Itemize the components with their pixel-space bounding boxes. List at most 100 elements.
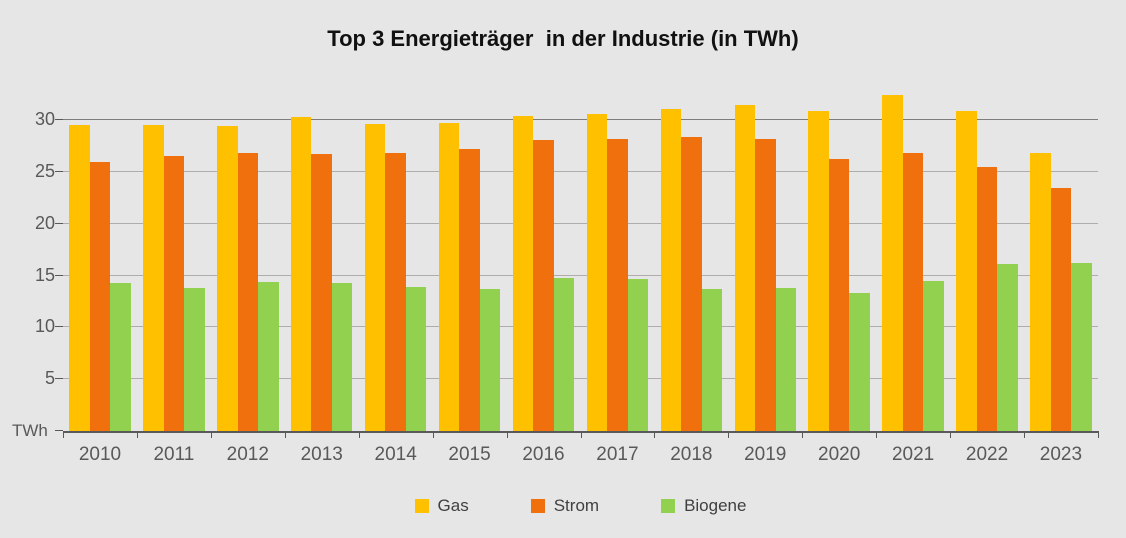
gridline-5 [63,378,1098,379]
chart-title-main: Top 3 Energieträger in der Industrie [327,26,705,51]
x-axis-label-2012: 2012 [226,444,269,465]
x-axis-label-2020: 2020 [818,444,861,465]
gridline-10 [63,326,1098,327]
bar-group-2016 [507,85,581,431]
bar-strom-2011 [163,156,185,431]
x-axis-tick-12 [950,431,952,438]
x-axis-tick-10 [802,431,804,438]
bars-layer [63,85,1098,431]
x-axis-tick-0 [63,431,64,438]
x-axis-label-2017: 2017 [596,444,639,465]
bar-group-2011 [137,85,211,431]
x-axis-tick-4 [358,431,360,438]
bar-gas-2023 [1030,153,1051,431]
bar-gas-2015 [438,123,460,431]
bar-group-2021 [876,85,950,431]
bar-group-2014 [359,85,433,431]
gridline-20 [63,223,1098,224]
x-axis-label-2021: 2021 [891,444,935,465]
x-axis-tick-1 [136,431,138,438]
y-axis-label-25: 25 [34,161,55,181]
bar-gas-2016 [512,116,534,431]
y-axis-label-20: 20 [34,213,55,233]
legend-label-biogene: Biogene [684,496,747,515]
bar-biogene-2010 [110,283,131,431]
x-axis-tick-5 [432,431,434,438]
x-axis-labels: 2010 2011 2012 2013 2014 2015 2016 2017 2018 2019… [63,444,1098,466]
bar-biogene-2016 [553,278,575,431]
y-axis-tick-0 [55,430,63,431]
x-axis-tick-7 [580,431,582,438]
bar-gas-2017 [586,114,608,431]
y-axis-label-30: 30 [34,109,55,129]
bar-strom-2017 [607,139,628,431]
bar-gas-2019 [734,105,755,431]
bar-biogene-2012 [258,282,279,431]
bar-strom-2019 [755,139,776,431]
y-axis-tick-10 [55,326,63,327]
x-axis-label-2016: 2016 [522,444,565,465]
bar-strom-2023 [1050,188,1072,431]
x-axis-tick-9 [728,431,730,438]
y-axis-tick-20 [55,223,63,224]
gridline-15 [63,275,1098,276]
bar-gas-2010 [69,125,90,431]
bar-group-2010 [63,85,137,431]
y-axis-tick-30 [55,119,63,120]
gridline-25 [63,171,1098,172]
x-axis-label-2015: 2015 [448,444,491,465]
bar-biogene-2015 [479,289,501,431]
x-axis-tick-6 [506,431,508,438]
gridline-30 [63,119,1098,120]
legend-swatch-strom [530,499,545,513]
x-axis-tick-14 [1098,431,1099,438]
legend-item-gas: Gas [414,496,469,516]
bar-strom-2021 [902,153,924,431]
bar-strom-2015 [459,149,480,431]
x-axis-label-2023: 2023 [1039,444,1083,465]
bar-group-2020 [802,85,876,431]
x-axis-label-2018: 2018 [670,444,713,465]
legend-swatch-gas [414,499,429,513]
bar-biogene-2011 [184,288,205,431]
bar-biogene-2022 [997,264,1018,431]
chart-title: Top 3 Energieträger in der Industrie (in… [0,26,1126,52]
x-axis-label-2019: 2019 [744,444,787,465]
bar-strom-2013 [311,154,332,431]
bar-biogene-2017 [627,279,649,431]
bar-gas-2014 [364,124,386,431]
bar-biogene-2021 [923,281,944,431]
x-axis-tick-11 [876,431,878,438]
bar-group-2012 [211,85,285,431]
legend-swatch-biogene [661,499,676,513]
bar-biogene-2013 [331,283,353,431]
y-axis-tick-25 [55,171,63,172]
bar-gas-2020 [808,111,829,431]
bar-group-2023 [1024,85,1098,431]
bar-group-2019 [728,85,802,431]
bar-strom-2018 [681,137,702,431]
x-axis-tick-13 [1024,431,1026,438]
legend-label-strom: Strom [553,496,600,515]
bar-gas-2021 [882,95,903,431]
bar-biogene-2014 [405,287,427,431]
y-axis-label-5: 5 [44,368,55,388]
bar-strom-2016 [533,140,554,431]
bar-strom-2010 [89,162,111,431]
legend-item-strom: Strom [530,496,600,516]
x-axis-tick-8 [654,431,656,438]
x-axis-tick-3 [284,431,286,438]
x-axis-label-2011: 2011 [153,444,195,465]
bar-strom-2012 [237,153,259,431]
bar-gas-2011 [143,125,164,431]
y-axis-label-10: 10 [34,316,55,336]
legend-label-gas: Gas [437,496,469,515]
x-axis-label-2022: 2022 [965,444,1009,465]
legend: Gas Strom Biogene [63,496,1098,516]
bar-biogene-2020 [849,293,870,431]
bar-strom-2014 [385,153,406,431]
chart-title-unit-suffix: (in TWh) [704,26,799,51]
x-axis-label-2014: 2014 [374,444,417,465]
bar-gas-2022 [956,111,977,431]
